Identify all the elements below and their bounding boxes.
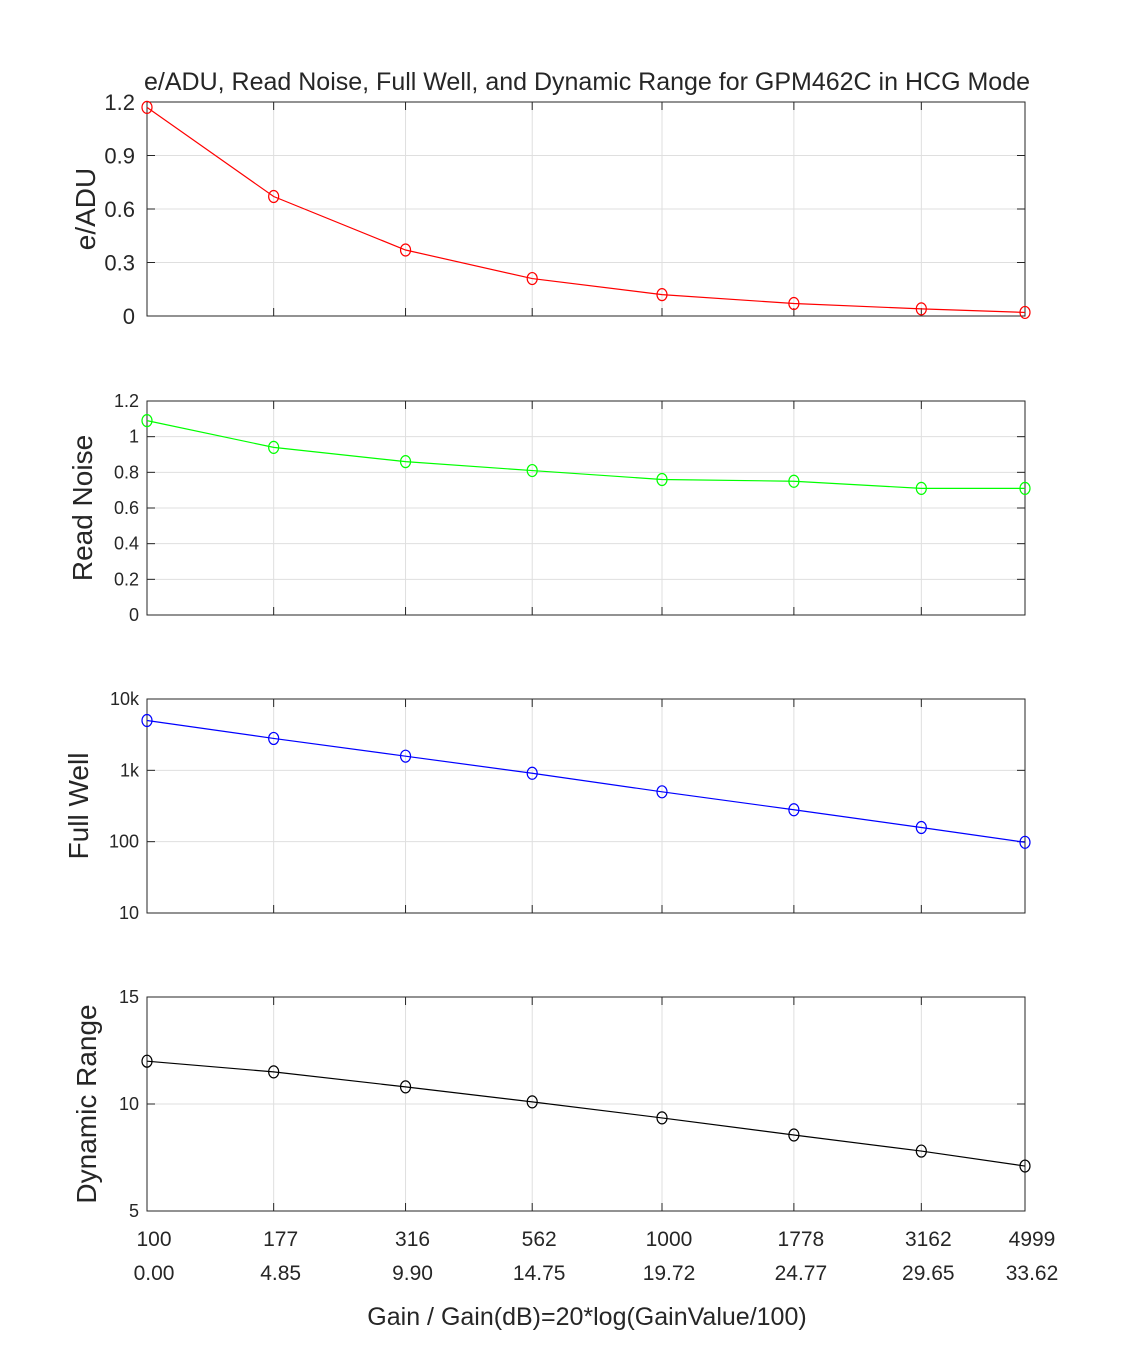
y-tick-label: 10 [119, 903, 139, 923]
data-point [141, 100, 153, 114]
series-line [146, 106, 1026, 314]
y-tick-label: 0.6 [114, 498, 139, 518]
data-point [915, 1144, 927, 1158]
y-axis-label: e/ADU [70, 168, 101, 250]
data-point [656, 472, 668, 487]
y-tick-label: 0 [123, 304, 135, 329]
y-axis-label: Dynamic Range [71, 1004, 102, 1203]
y-tick-label: 10k [110, 689, 140, 709]
data-point [1019, 835, 1031, 849]
chart-title: e/ADU, Read Noise, Full Well, and Dynami… [144, 68, 1030, 96]
data-point [1019, 481, 1031, 495]
data-point [526, 1095, 538, 1109]
data-point [1019, 1159, 1031, 1173]
data-point [656, 288, 668, 302]
x-tick-label-gain: 3162 [905, 1228, 952, 1251]
data-point [788, 1128, 800, 1142]
x-tick-label-db: 9.90 [392, 1262, 433, 1285]
plot-area-4 [146, 996, 1026, 1212]
x-tick-label-gain: 562 [522, 1228, 557, 1251]
y-tick-label: 15 [119, 987, 139, 1007]
y-tick-label: 5 [129, 1201, 139, 1221]
x-tick-label-db: 0.00 [134, 1262, 175, 1285]
data-point [141, 713, 153, 728]
x-tick-label-db: 24.77 [775, 1262, 828, 1285]
x-tick-label-db: 29.65 [902, 1262, 955, 1285]
plot-area-1 [146, 101, 1026, 317]
series-line [146, 420, 1025, 489]
data-point [268, 440, 280, 454]
data-point [399, 455, 412, 469]
x-tick-label-gain: 1778 [778, 1228, 825, 1251]
x-tick-label-db: 4.85 [260, 1262, 301, 1285]
data-point [788, 803, 800, 817]
data-point [399, 1080, 412, 1094]
y-tick-label: 1k [120, 760, 140, 780]
y-axis-label: Read Noise [67, 435, 98, 581]
data-point [399, 243, 412, 257]
data-point [268, 1065, 280, 1079]
data-point [656, 785, 668, 799]
x-tick-label-gain: 100 [136, 1228, 171, 1251]
series-line [146, 719, 1026, 843]
data-point [526, 271, 538, 286]
y-tick-label: 0.2 [114, 569, 139, 589]
data-point [788, 296, 800, 311]
x-tick-label-gain: 1000 [646, 1228, 693, 1251]
data-point [1019, 305, 1031, 320]
data-point [268, 731, 280, 746]
y-tick-label: 10 [119, 1094, 139, 1114]
x-tick-label-gain: 4999 [1009, 1228, 1056, 1251]
y-tick-label: 0.8 [114, 462, 139, 482]
data-point [915, 302, 927, 316]
x-tick-label-gain: 316 [395, 1228, 430, 1251]
y-tick-label: 0.4 [114, 534, 139, 554]
series-line [146, 1060, 1026, 1167]
data-point [656, 1111, 668, 1125]
plot-area-2 [146, 400, 1026, 616]
data-point [526, 463, 538, 478]
y-tick-label: 1 [129, 427, 139, 447]
x-axis-label: Gain / Gain(dB)=20*log(GainValue/100) [367, 1303, 806, 1331]
y-tick-label: 1.2 [114, 391, 139, 411]
y-axis-label: Full Well [63, 753, 94, 860]
data-point [141, 1054, 153, 1068]
data-point [268, 189, 280, 204]
data-point [915, 481, 927, 495]
x-tick-label-db: 14.75 [513, 1262, 566, 1285]
y-tick-label: 100 [109, 832, 139, 852]
data-point [399, 749, 412, 763]
x-tick-label-db: 33.62 [1006, 1262, 1059, 1285]
data-point [141, 414, 153, 428]
plot-area-3 [146, 698, 1026, 914]
data-point [788, 474, 800, 488]
data-point [915, 820, 927, 835]
y-tick-label: 0 [129, 605, 139, 625]
x-tick-label-db: 19.72 [643, 1262, 696, 1285]
data-point [526, 766, 538, 780]
y-tick-label: 0.9 [104, 144, 135, 169]
y-tick-label: 1.2 [104, 90, 135, 115]
x-tick-label-gain: 177 [263, 1228, 298, 1251]
y-tick-label: 0.3 [104, 251, 135, 276]
y-tick-label: 0.6 [104, 197, 135, 222]
